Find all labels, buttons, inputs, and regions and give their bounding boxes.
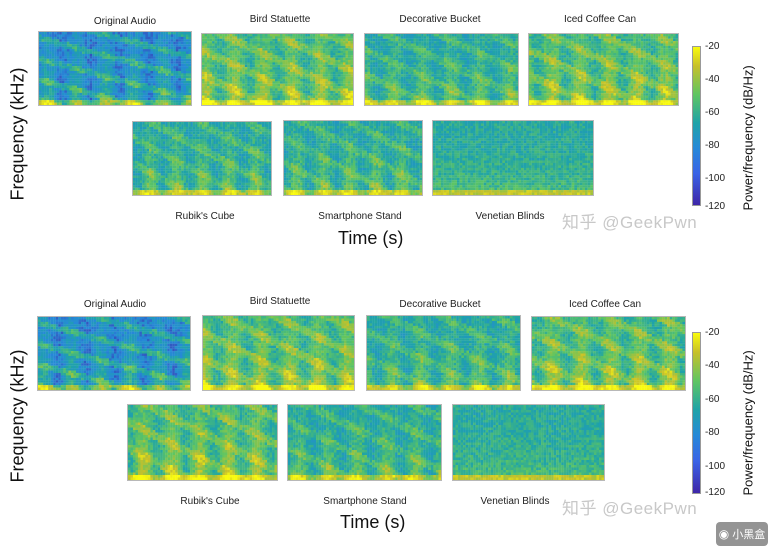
spectrogram [432, 120, 594, 196]
colorbar-tick: -20 [705, 327, 719, 338]
y-axis-label: Frequency (kHz) [8, 61, 29, 200]
spectrogram-image [128, 405, 277, 480]
colorbar-tick: -120 [705, 201, 725, 212]
corner-logo-text: 小黑盒 [732, 526, 765, 542]
panel-title: Smartphone Stand [295, 211, 425, 222]
panel-title: Bird Statuette [210, 14, 350, 25]
colorbar-tick: -40 [705, 360, 719, 371]
colorbar [692, 332, 701, 494]
colorbar [692, 46, 701, 206]
watermark: 知乎 @GeekPwn [562, 208, 697, 233]
panel-title: Venetian Blinds [455, 211, 565, 222]
spectrogram [202, 315, 355, 391]
spectrogram [37, 316, 191, 391]
x-axis-label: Time (s) [338, 228, 403, 249]
colorbar-tick: -120 [705, 487, 725, 498]
spectrogram-image [529, 34, 678, 105]
panel-title: Iced Coffee Can [535, 299, 675, 310]
colorbar-tick: -40 [705, 74, 719, 85]
panel-title: Decorative Bucket [370, 299, 510, 310]
colorbar-ticks: -20 -40 -60 -80 -100 -120 [705, 327, 735, 499]
spectrogram-image [38, 317, 190, 390]
logo-mark-icon: ◉ [719, 527, 729, 541]
colorbar-tick: -80 [705, 140, 719, 151]
colorbar-tick: -60 [705, 107, 719, 118]
spectrogram-image [288, 405, 441, 480]
spectrogram [38, 31, 192, 106]
panel-title: Original Audio [60, 299, 170, 310]
spectrogram [364, 33, 519, 106]
colorbar-ticks: -20 -40 -60 -80 -100 -120 [705, 41, 735, 212]
panel-title: Venetian Blinds [455, 496, 575, 507]
x-axis-label: Time (s) [340, 512, 405, 533]
colorbar-label: Power/frequency (dB/Hz) [741, 51, 756, 210]
spectrogram-image [39, 32, 191, 105]
spectrogram-image [433, 121, 593, 195]
colorbar-tick: -20 [705, 41, 719, 52]
watermark: 知乎 @GeekPwn [562, 494, 697, 519]
panel-title: Original Audio [70, 16, 180, 27]
y-axis-label: Frequency (kHz) [8, 343, 29, 482]
spectrogram-image [453, 405, 604, 480]
spectrogram-image [202, 34, 353, 105]
panel-title: Rubik's Cube [150, 211, 260, 222]
panel-title: Rubik's Cube [155, 496, 265, 507]
colorbar-label: Power/frequency (dB/Hz) [741, 336, 756, 495]
spectrogram-image [133, 122, 271, 195]
spectrogram [132, 121, 272, 196]
panel-title: Iced Coffee Can [530, 14, 670, 25]
colorbar-tick: -100 [705, 461, 725, 472]
colorbar-tick: -60 [705, 394, 719, 405]
panel-title: Smartphone Stand [295, 496, 435, 507]
spectrogram-image [367, 316, 520, 390]
spectrogram [531, 316, 686, 391]
spectrogram [127, 404, 278, 481]
corner-logo: ◉ 小黑盒 [716, 522, 768, 546]
colorbar-tick: -80 [705, 427, 719, 438]
spectrogram [201, 33, 354, 106]
panel-title: Bird Statuette [210, 296, 350, 307]
spectrogram [528, 33, 679, 106]
spectrogram-image [284, 121, 422, 195]
spectrogram [287, 404, 442, 481]
spectrogram-image [203, 316, 354, 390]
spectrogram [283, 120, 423, 196]
spectrogram-image [532, 317, 685, 390]
spectrogram-image [365, 34, 518, 105]
spectrogram [366, 315, 521, 391]
spectrogram [452, 404, 605, 481]
panel-title: Decorative Bucket [370, 14, 510, 25]
colorbar-tick: -100 [705, 173, 725, 184]
